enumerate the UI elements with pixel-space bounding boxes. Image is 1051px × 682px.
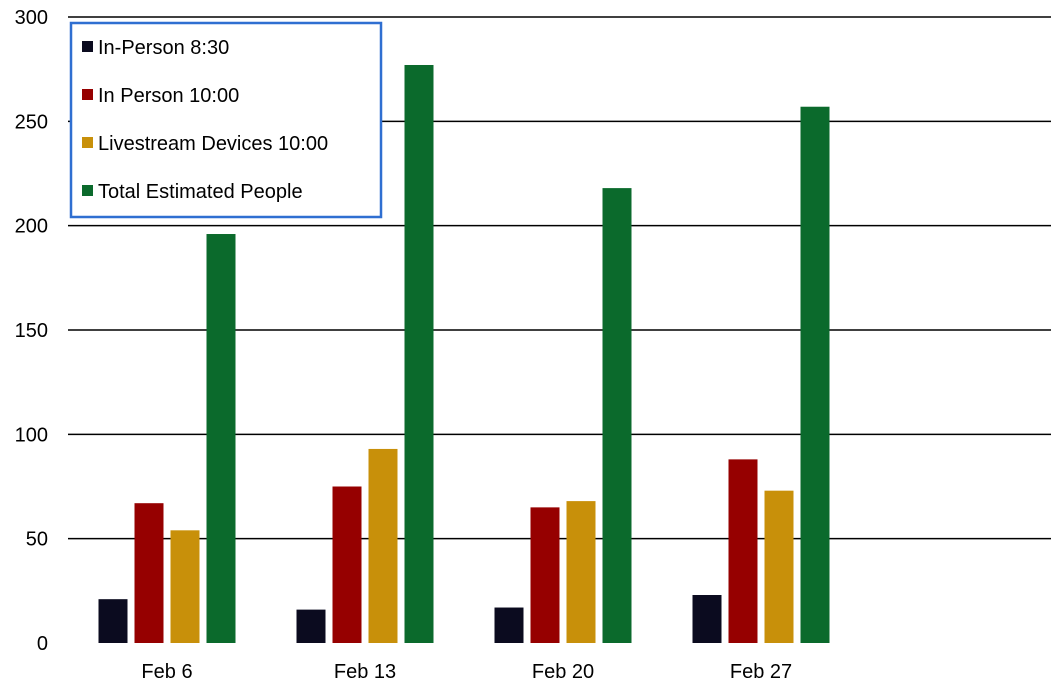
y-tick-label: 250 bbox=[15, 111, 48, 133]
bar bbox=[692, 595, 722, 643]
x-axis-tick-labels: Feb 6 Feb 13 Feb 20 Feb 27 bbox=[141, 661, 792, 682]
legend-label: In Person 10:00 bbox=[98, 85, 239, 107]
legend-label: Livestream Devices 10:00 bbox=[98, 133, 328, 155]
y-tick-label: 150 bbox=[15, 320, 48, 342]
x-tick-label: Feb 20 bbox=[532, 661, 594, 682]
legend-swatch bbox=[82, 89, 93, 100]
x-tick-label: Feb 27 bbox=[730, 661, 792, 682]
bar bbox=[134, 503, 164, 643]
bar bbox=[602, 188, 632, 643]
y-tick-label: 50 bbox=[26, 529, 48, 551]
bar bbox=[566, 501, 596, 643]
bar bbox=[494, 607, 524, 643]
y-tick-label: 200 bbox=[15, 216, 48, 238]
bar bbox=[170, 530, 200, 643]
bar bbox=[728, 459, 758, 643]
bar bbox=[206, 234, 236, 643]
legend-swatch bbox=[82, 137, 93, 148]
x-tick-label: Feb 6 bbox=[141, 661, 192, 682]
legend-label: Total Estimated People bbox=[98, 181, 303, 203]
y-tick-label: 300 bbox=[15, 7, 48, 29]
legend-label: In-Person 8:30 bbox=[98, 37, 229, 59]
bars bbox=[98, 64, 830, 643]
bar bbox=[764, 490, 794, 643]
y-tick-label: 100 bbox=[15, 424, 48, 446]
y-tick-label: 0 bbox=[37, 633, 48, 655]
bar bbox=[296, 609, 326, 643]
legend-swatch bbox=[82, 41, 93, 52]
bar bbox=[98, 599, 128, 643]
bar bbox=[530, 507, 560, 643]
bar bbox=[800, 106, 830, 643]
bar bbox=[368, 448, 398, 643]
legend: In-Person 8:30 In Person 10:00 Livestream … bbox=[69, 21, 383, 219]
bar bbox=[404, 64, 434, 643]
bar bbox=[332, 486, 362, 643]
legend-swatch bbox=[82, 185, 93, 196]
y-axis-tick-labels: 0 50 100 150 200 250 300 bbox=[15, 7, 48, 655]
x-tick-label: Feb 13 bbox=[334, 661, 396, 682]
legend-box bbox=[69, 21, 383, 219]
